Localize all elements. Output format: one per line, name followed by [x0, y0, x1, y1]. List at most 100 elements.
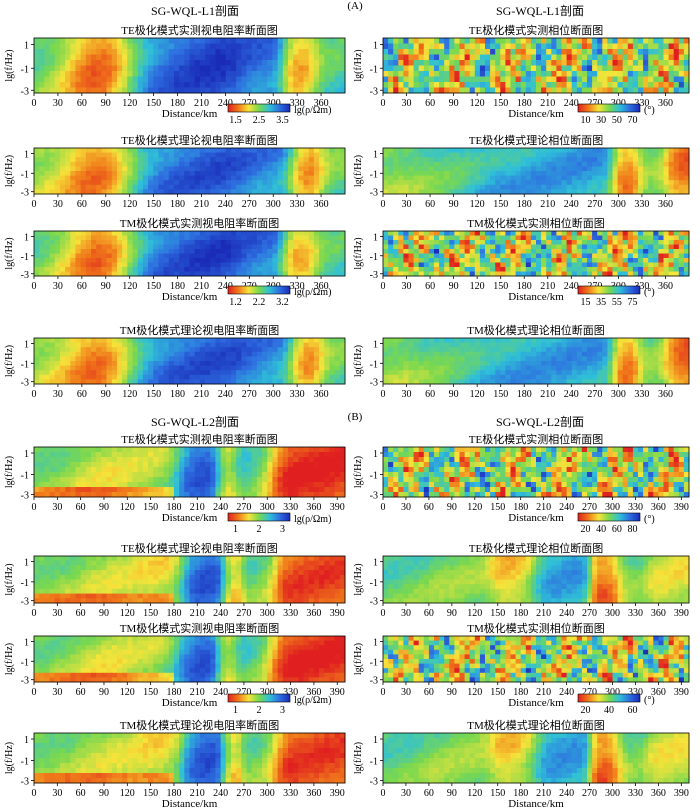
heatmap-cell [668, 267, 675, 272]
heatmap-cell [303, 60, 310, 66]
heatmap-cell [393, 361, 399, 366]
heatmap-cell [632, 166, 639, 172]
heatmap-cell [617, 244, 624, 250]
heatmap-cell [673, 65, 680, 72]
heatmap-cell [678, 157, 685, 163]
heatmap-cell [225, 180, 232, 186]
heatmap-cell [75, 267, 82, 272]
heatmap-cell [602, 338, 608, 343]
heatmap-cell [80, 184, 87, 190]
heatmap-cell [308, 76, 315, 83]
x-tick-label: 210 [540, 281, 555, 292]
heatmap-cell [581, 231, 588, 236]
heatmap-cell [303, 258, 310, 263]
heatmap-cell [210, 262, 216, 268]
x-tick-label: 180 [517, 281, 532, 292]
heatmap-cell [34, 180, 40, 186]
heatmap-cell [658, 161, 664, 167]
heatmap-cell [194, 152, 201, 158]
heatmap-cell [607, 161, 613, 167]
heatmap-cell [246, 38, 253, 44]
heatmap-cell [334, 258, 341, 263]
heatmap-cell [96, 370, 102, 376]
heatmap-cell [434, 356, 440, 362]
heatmap-cell [556, 365, 562, 371]
heatmap-cell [163, 82, 170, 88]
heatmap-cell [153, 351, 159, 357]
heatmap-cell [230, 249, 237, 254]
heatmap-cell [546, 71, 552, 77]
y-axis-label: lg(f/Hz) [353, 49, 364, 81]
heatmap-cell [194, 60, 201, 66]
heatmap-cell [319, 171, 325, 176]
heatmap-cell [469, 175, 476, 181]
heatmap-cell [479, 231, 486, 236]
heatmap-cell [530, 370, 537, 376]
heatmap-cell [541, 82, 547, 88]
heatmap-cell [439, 166, 445, 172]
heatmap-cell [132, 361, 139, 366]
heatmap-cell [210, 71, 216, 77]
heatmap-cell [70, 338, 76, 343]
heatmap-cell [383, 342, 389, 348]
heatmap-cell [648, 49, 654, 55]
heatmap-cell [587, 235, 593, 241]
heatmap-cell [546, 240, 552, 245]
heatmap-cell [251, 253, 258, 259]
heatmap-cell [439, 60, 445, 66]
heatmap-cell [184, 342, 190, 348]
heatmap-cell [510, 347, 516, 353]
heatmap-cell [388, 49, 394, 55]
heatmap-cell [137, 240, 144, 245]
heatmap-cell [298, 258, 304, 263]
x-tick-label: 270 [587, 199, 602, 210]
heatmap-cell [132, 148, 139, 153]
heatmap-cell [587, 356, 593, 362]
heatmap-cell [91, 379, 97, 385]
heatmap-cell [474, 87, 481, 94]
heatmap-cell [59, 356, 66, 362]
heatmap-cell [566, 82, 573, 88]
heatmap-cell [638, 43, 644, 50]
heatmap-cell [334, 361, 341, 366]
heatmap-cell [520, 361, 527, 366]
heatmap-cell [510, 82, 516, 88]
heatmap-cell [587, 152, 593, 158]
heatmap-cell [293, 262, 299, 268]
heatmap-cell [673, 148, 680, 153]
heatmap-cell [602, 361, 608, 366]
heatmap-cell [329, 157, 336, 163]
heatmap-cell [505, 54, 511, 61]
heatmap-cell [612, 231, 618, 236]
heatmap-cell [272, 347, 279, 353]
heatmap-cell [225, 361, 232, 366]
heatmap-cell [111, 342, 118, 348]
heatmap-cell [91, 356, 97, 362]
heatmap-cell [683, 54, 690, 61]
heatmap-cell [173, 235, 180, 241]
heatmap-cell [439, 175, 445, 181]
heatmap-cell [515, 370, 522, 376]
heatmap-cell [556, 356, 562, 362]
heatmap-cell [132, 189, 139, 195]
heatmap-cell [184, 271, 190, 277]
heatmap-cell [653, 361, 659, 366]
heatmap-cell [220, 161, 227, 167]
heatmap-cell [85, 379, 92, 385]
heatmap-cell [184, 374, 190, 380]
heatmap-cell [220, 54, 227, 61]
x-tick-label: 90 [449, 281, 459, 292]
heatmap-cell [663, 338, 669, 343]
heatmap-cell [612, 189, 618, 195]
heatmap-cell [566, 267, 573, 272]
heatmap-cell [282, 189, 289, 195]
heatmap-cell [122, 338, 128, 343]
heatmap-cell [251, 180, 258, 186]
heatmap-cell [668, 76, 675, 83]
heatmap-cell [490, 249, 496, 254]
heatmap-cell [282, 253, 289, 259]
heatmap-cell [293, 244, 299, 250]
heatmap-cell [627, 370, 634, 376]
heatmap-cell [153, 71, 159, 77]
heatmap-cell [49, 338, 56, 343]
